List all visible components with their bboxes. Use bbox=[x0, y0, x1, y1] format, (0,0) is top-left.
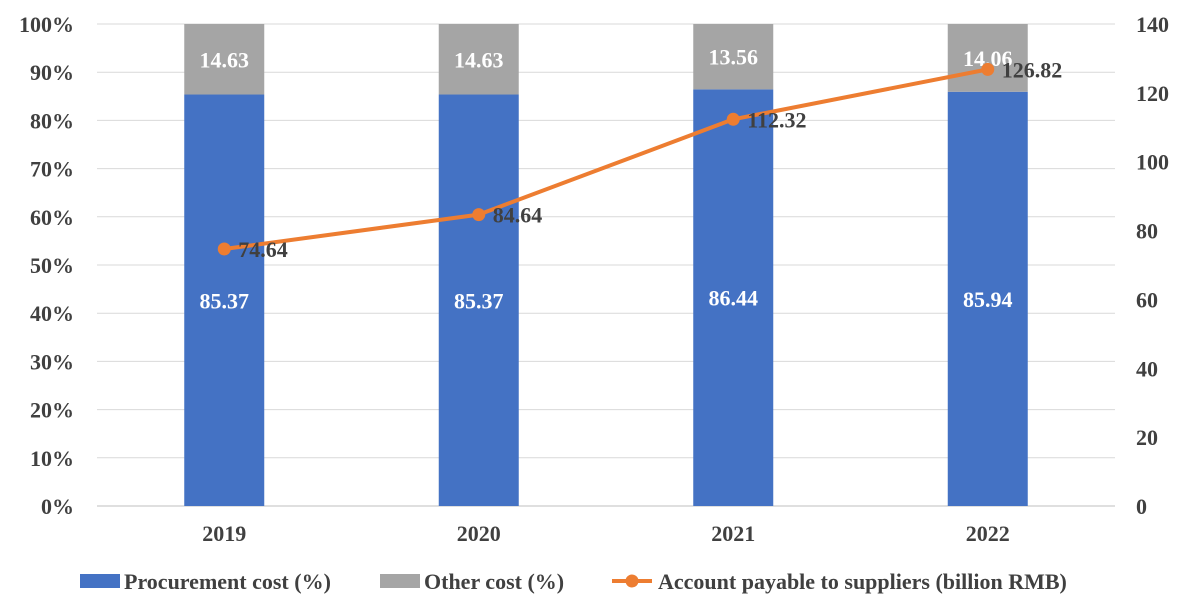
bar-other-cost bbox=[693, 24, 774, 90]
legend-swatch bbox=[380, 574, 420, 588]
y-right-tick-label: 0 bbox=[1136, 494, 1147, 519]
y-right-tick-label: 40 bbox=[1136, 356, 1158, 381]
y-right-tick-label: 120 bbox=[1136, 81, 1169, 106]
legend-label: Account payable to suppliers (billion RM… bbox=[658, 569, 1067, 594]
line-data-label: 126.82 bbox=[1002, 57, 1063, 82]
y-left-tick-label: 90% bbox=[30, 60, 74, 85]
y-right-tick-label: 20 bbox=[1136, 425, 1158, 450]
bar-other-cost bbox=[438, 24, 519, 95]
y-left-tick-label: 50% bbox=[30, 253, 74, 278]
line-point bbox=[217, 242, 231, 256]
y-left-tick-label: 40% bbox=[30, 301, 74, 326]
x-tick-label: 2022 bbox=[966, 521, 1010, 546]
y-right-tick-label: 60 bbox=[1136, 287, 1158, 312]
y-left-tick-label: 0% bbox=[41, 494, 74, 519]
line-point bbox=[981, 62, 995, 76]
x-axis: 2019 2020 2021 2022 bbox=[202, 521, 1010, 546]
line-data-label: 84.64 bbox=[493, 203, 543, 228]
line-series: 74.64 84.64 112.32 126.82 bbox=[217, 57, 1063, 262]
line-point bbox=[472, 208, 486, 222]
bar-label-procurement: 85.94 bbox=[963, 287, 1013, 312]
y-left-tick-label: 30% bbox=[30, 349, 74, 374]
line-point bbox=[726, 112, 740, 126]
y-left-tick-label: 10% bbox=[30, 446, 74, 471]
y-axis-right: 0 20 40 60 80 100 120 140 bbox=[1136, 12, 1169, 519]
y-right-tick-label: 140 bbox=[1136, 12, 1169, 37]
bar-label-other: 13.56 bbox=[709, 45, 759, 70]
bar-label-procurement: 85.37 bbox=[200, 288, 250, 313]
bar-procurement-cost bbox=[438, 94, 519, 506]
y-axis-left: 0% 10% 20% 30% 40% 50% 60% 70% 80% 90% 100% bbox=[19, 12, 74, 519]
bar-other-cost bbox=[947, 24, 1028, 92]
y-left-tick-label: 60% bbox=[30, 205, 74, 230]
x-tick-label: 2019 bbox=[202, 521, 246, 546]
y-right-tick-label: 80 bbox=[1136, 219, 1158, 244]
y-left-tick-label: 80% bbox=[30, 108, 74, 133]
bar-label-other: 14.63 bbox=[200, 47, 250, 72]
bar-label-other: 14.63 bbox=[454, 47, 504, 72]
y-right-tick-label: 100 bbox=[1136, 150, 1169, 175]
x-tick-label: 2021 bbox=[711, 521, 755, 546]
line-data-label: 74.64 bbox=[238, 237, 288, 262]
line-account-payable bbox=[223, 67, 989, 252]
y-left-tick-label: 20% bbox=[30, 398, 74, 423]
gridlines bbox=[97, 23, 1115, 507]
y-left-tick-label: 70% bbox=[30, 157, 74, 182]
legend-line-marker bbox=[625, 574, 639, 588]
legend-label: Other cost (%) bbox=[424, 569, 564, 594]
bar-procurement-cost bbox=[184, 94, 265, 506]
x-tick-label: 2020 bbox=[457, 521, 501, 546]
bar-series bbox=[184, 24, 1028, 507]
legend-label: Procurement cost (%) bbox=[124, 569, 331, 594]
y-left-tick-label: 100% bbox=[19, 12, 74, 37]
bar-other-cost bbox=[184, 24, 265, 95]
legend-swatch bbox=[80, 574, 120, 588]
bar-label-procurement: 86.44 bbox=[709, 286, 759, 311]
legend: Procurement cost (%) Other cost (%) Accoun… bbox=[80, 569, 1067, 594]
line-data-label: 112.32 bbox=[747, 107, 806, 132]
bar-label-procurement: 85.37 bbox=[454, 288, 504, 313]
bar-procurement-cost bbox=[947, 91, 1028, 507]
bar-procurement-cost bbox=[693, 89, 774, 507]
